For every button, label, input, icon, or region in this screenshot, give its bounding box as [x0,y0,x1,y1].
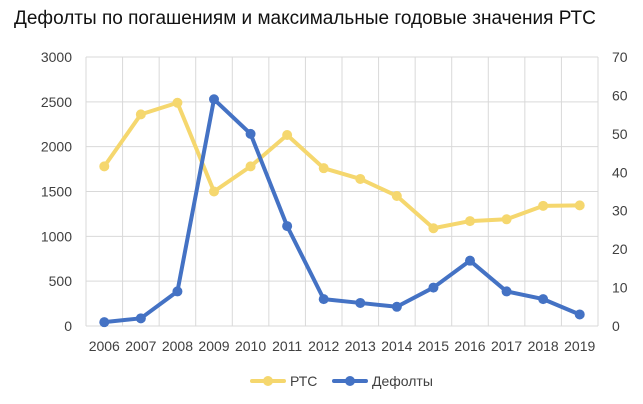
x-tick-label: 2010 [235,338,266,354]
data-point-rts [538,200,549,211]
x-tick-label: 2011 [272,338,302,354]
data-point-defaults [245,128,256,139]
y-left-tick-label: 3000 [41,49,72,65]
x-tick-label: 2018 [528,338,559,354]
x-tick-label: 2014 [381,338,412,354]
y-left-tick-label: 1500 [41,184,72,200]
series-line-defaults [102,97,582,325]
data-point-defaults [135,313,146,324]
data-point-rts [465,216,475,227]
data-point-rts [574,200,585,211]
y-right-tick-label: 0 [612,318,620,334]
x-tick-label: 2013 [345,338,376,354]
data-point-defaults [538,294,549,305]
y-right-tick-label: 10 [612,280,628,296]
data-point-rts [391,190,402,201]
data-point-defaults [465,255,475,266]
data-point-defaults [501,286,512,297]
legend-label-defaults: Дефолты [372,373,433,389]
data-point-defaults [172,286,183,297]
data-point-rts [318,163,329,174]
data-point-defaults [428,282,439,293]
x-tick-label: 2007 [125,338,156,354]
y-right-tick-label: 30 [612,203,628,219]
data-point-rts [209,186,219,197]
x-tick-label: 2006 [89,338,120,354]
x-tick-label: 2012 [308,338,339,354]
data-point-rts [135,109,146,120]
legend-marker-defaults [345,376,355,386]
data-point-defaults [574,309,585,320]
data-point-rts [355,173,366,184]
data-point-rts [282,130,293,141]
data-point-rts [99,161,110,172]
legend-label-rts: РТС [290,373,317,389]
x-tick-label: 2015 [418,338,449,354]
data-point-defaults [355,297,366,308]
y-right-tick-label: 40 [612,164,628,180]
data-point-defaults [282,221,293,232]
y-left-tick-label: 1000 [41,228,72,244]
data-point-defaults [99,317,110,328]
x-tick-label: 2019 [564,338,595,354]
data-point-rts [501,214,512,225]
series-line-rts [102,100,582,231]
x-tick-label: 2009 [198,338,229,354]
data-point-rts [428,223,439,234]
chart-title: Дефолты по погашениям и максимальные год… [14,8,596,29]
x-tick-label: 2017 [491,338,522,354]
y-right-tick-label: 70 [612,49,628,65]
x-tick-label: 2016 [454,338,485,354]
y-left-tick-label: 2000 [41,139,72,155]
y-right-tick-label: 20 [612,241,628,257]
data-point-rts [172,97,183,108]
y-left-tick-label: 2500 [41,94,72,110]
y-right-tick-label: 60 [612,87,628,103]
y-right-tick-label: 50 [612,126,628,142]
data-point-defaults [318,294,329,305]
data-point-rts [245,161,256,172]
data-point-defaults [209,94,219,105]
y-left-tick-label: 500 [49,273,73,289]
y-left-tick-label: 0 [64,318,72,334]
legend-marker-rts [263,376,273,386]
data-point-defaults [391,301,402,312]
x-tick-label: 2008 [162,338,193,354]
